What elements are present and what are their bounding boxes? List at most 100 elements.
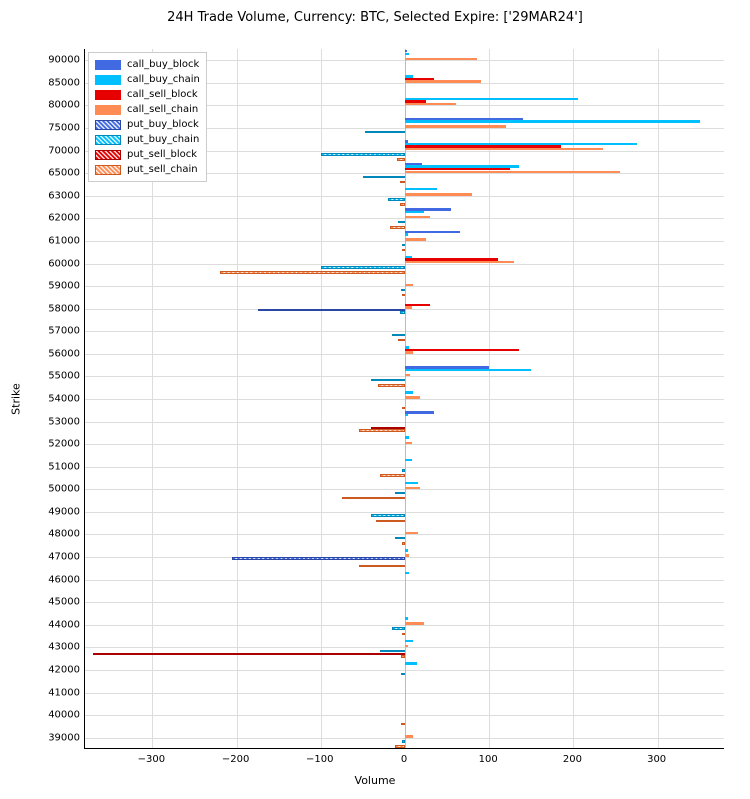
y-tick-label: 44000: [10, 619, 80, 630]
bar-call_sell_chain: [405, 622, 424, 624]
bar-put_buy_block: [232, 557, 405, 559]
bar-put_sell_chain: [359, 429, 405, 431]
y-tick-label: 70000: [10, 145, 80, 156]
bar-call_buy_chain: [405, 369, 531, 371]
y-tick-label: 48000: [10, 529, 80, 540]
bar-call_sell_chain: [405, 532, 418, 534]
legend-item: call_sell_chain: [95, 102, 200, 117]
bar-call_sell_chain: [405, 284, 413, 286]
bar-put_buy_chain: [365, 131, 405, 133]
bar-put_buy_chain: [402, 469, 405, 471]
y-tick-label: 42000: [10, 664, 80, 675]
y-tick-label: 50000: [10, 484, 80, 495]
bar-call_buy_chain: [405, 98, 578, 100]
legend-item: put_sell_chain: [95, 162, 200, 177]
x-tick-label: 100: [479, 754, 498, 765]
legend-item: put_buy_block: [95, 117, 200, 132]
legend-swatch: [95, 90, 121, 100]
bar-put_sell_chain: [220, 271, 405, 273]
bar-put_buy_chain: [402, 244, 405, 246]
bar-call_sell_chain: [405, 103, 456, 105]
bar-put_buy_chain: [363, 176, 405, 178]
y-tick-label: 80000: [10, 100, 80, 111]
y-tick-label: 61000: [10, 235, 80, 246]
bar-put_buy_chain: [398, 221, 405, 223]
legend-label: put_sell_chain: [127, 164, 198, 175]
legend-label: put_sell_block: [127, 149, 197, 160]
bar-call_sell_chain: [405, 396, 420, 398]
x-tick-label: −300: [138, 754, 165, 765]
bar-call_buy_chain: [405, 188, 437, 190]
y-tick-label: 41000: [10, 687, 80, 698]
y-tick-label: 59000: [10, 281, 80, 292]
y-tick-label: 56000: [10, 348, 80, 359]
bar-call_buy_block: [405, 411, 434, 413]
bar-call_buy_chain: [405, 640, 413, 642]
bar-call_sell_block: [405, 349, 519, 351]
legend-item: call_sell_block: [95, 87, 200, 102]
legend-label: call_buy_chain: [127, 74, 200, 85]
bar-put_sell_chain: [376, 520, 405, 522]
legend-item: call_buy_chain: [95, 72, 200, 87]
bar-call_sell_chain: [405, 487, 420, 489]
bar-put_sell_chain: [395, 745, 405, 747]
bar-put_sell_chain: [342, 497, 405, 499]
y-tick-label: 49000: [10, 506, 80, 517]
y-tick-label: 62000: [10, 213, 80, 224]
chart-area: call_buy_block call_buy_chain call_sell_bl…: [10, 29, 740, 789]
y-tick-label: 54000: [10, 394, 80, 405]
y-tick-label: 51000: [10, 461, 80, 472]
bar-put_buy_chain: [402, 740, 405, 742]
bar-call_buy_chain: [405, 459, 412, 461]
bar-call_sell_chain: [405, 735, 413, 737]
legend-swatch: [95, 105, 121, 115]
legend-swatch: [95, 150, 121, 160]
bar-call_buy_chain: [405, 662, 417, 664]
legend-swatch: [95, 60, 121, 70]
bar-put_buy_chain: [395, 537, 405, 539]
legend-label: call_sell_chain: [127, 104, 198, 115]
bar-call_sell_chain: [405, 238, 426, 240]
bar-call_sell_chain: [405, 351, 413, 353]
chart-title: 24H Trade Volume, Currency: BTC, Selecte…: [10, 10, 740, 25]
legend: call_buy_block call_buy_chain call_sell_bl…: [88, 52, 207, 182]
bar-put_buy_chain: [401, 673, 405, 675]
legend-item: call_buy_block: [95, 57, 200, 72]
bar-put_sell_block: [93, 653, 405, 655]
legend-label: put_buy_chain: [127, 134, 199, 145]
bar-put_buy_chain: [392, 627, 405, 629]
bar-call_sell_chain: [405, 80, 481, 82]
x-tick-label: 300: [647, 754, 666, 765]
y-tick-label: 39000: [10, 732, 80, 743]
bar-call_sell_chain: [405, 645, 408, 647]
bar-put_sell_chain: [398, 339, 405, 341]
bar-call_sell_chain: [405, 193, 472, 195]
y-tick-label: 46000: [10, 574, 80, 585]
bar-call_buy_chain: [405, 211, 424, 213]
bar-put_sell_chain: [401, 655, 405, 657]
y-tick-label: 85000: [10, 77, 80, 88]
bar-call_buy_chain: [405, 120, 700, 122]
bar-put_sell_chain: [390, 226, 405, 228]
bar-call_sell_chain: [405, 125, 506, 127]
bar-put_sell_chain: [380, 474, 405, 476]
legend-item: put_buy_chain: [95, 132, 200, 147]
bar-put_sell_chain: [402, 407, 405, 409]
bar-put_sell_chain: [402, 542, 405, 544]
y-tick-label: 55000: [10, 371, 80, 382]
legend-label: call_buy_block: [127, 59, 199, 70]
bar-put_sell_chain: [401, 723, 405, 725]
bar-put_sell_chain: [402, 249, 405, 251]
x-tick-label: −200: [222, 754, 249, 765]
y-tick-label: 65000: [10, 168, 80, 179]
bar-call_buy_chain: [405, 549, 408, 551]
bar-call_sell_chain: [405, 306, 412, 308]
bar-put_buy_chain: [321, 153, 405, 155]
bar-put_sell_chain: [400, 181, 405, 183]
bar-put_buy_chain: [371, 514, 405, 516]
bar-put_buy_chain: [388, 198, 405, 200]
bar-call_sell_chain: [405, 554, 409, 556]
bar-put_buy_chain: [400, 311, 405, 313]
legend-label: call_sell_block: [127, 89, 198, 100]
y-tick-label: 40000: [10, 710, 80, 721]
